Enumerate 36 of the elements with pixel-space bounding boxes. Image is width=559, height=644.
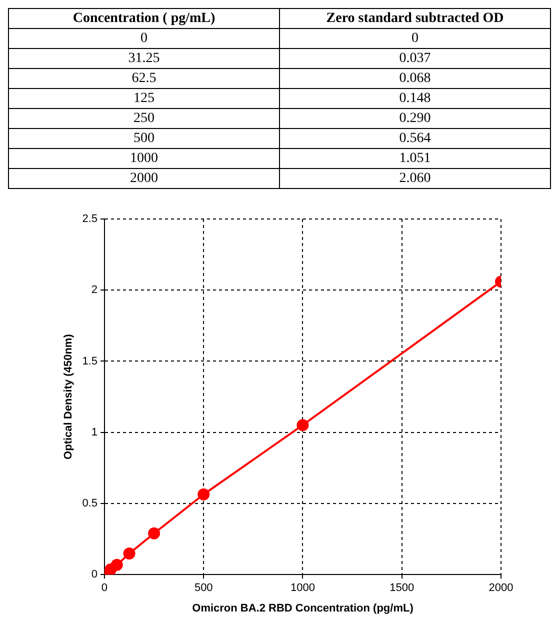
y-tick-label: 0	[91, 568, 98, 581]
text: 1.051	[280, 148, 550, 168]
x-tick-label: 0	[101, 582, 108, 594]
text: 31.25	[8, 48, 280, 68]
y-tick-label: 2	[91, 284, 98, 296]
text: 1000	[8, 148, 280, 168]
x-tick-label: 500	[194, 582, 213, 594]
text: 2000	[8, 168, 280, 188]
text: 500	[8, 128, 280, 148]
y-tick-label: 2.5	[82, 213, 98, 226]
y-tick-label: 0.5	[82, 498, 98, 510]
x-tick-label: 1500	[390, 582, 414, 594]
text: 250	[8, 108, 280, 128]
text: 0	[8, 28, 280, 48]
point	[123, 548, 136, 560]
text: 0.290	[280, 108, 550, 128]
y-tick-label: 1.5	[82, 355, 98, 368]
point	[198, 488, 210, 500]
text: 125	[8, 88, 280, 108]
text: Zero standard subtracted OD	[280, 8, 550, 28]
text: 2.060	[280, 168, 550, 188]
y-tick-label: 1	[91, 426, 98, 438]
x-axis-title: Omicron BA.2 RBD Concentration (pg/mL)	[192, 602, 414, 614]
text: 0.564	[280, 128, 550, 148]
point	[296, 419, 309, 432]
text: 0	[280, 28, 550, 48]
point	[148, 527, 160, 540]
point	[110, 558, 123, 571]
text: Concentration ( pg/mL)	[8, 8, 280, 28]
text: 0.037	[280, 48, 550, 68]
text: 0.068	[280, 68, 550, 88]
y-axis-title: Optical Density (450nm)	[62, 334, 75, 460]
text: 0.148	[280, 88, 550, 108]
text: 62.5	[8, 68, 280, 88]
x-tick-label: 1000	[290, 582, 315, 594]
x-tick-label: 2000	[488, 582, 514, 594]
